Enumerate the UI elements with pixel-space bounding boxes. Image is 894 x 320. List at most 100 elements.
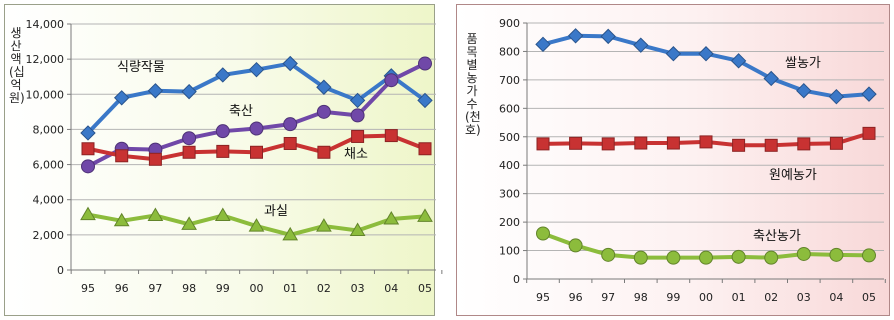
chart0-axes: 0 2,000 4,000 6,000 8,000 10,000 12,000 14,000 9… xyxy=(26,18,443,295)
chart0-x-tick-label: 96 xyxy=(115,282,129,295)
chart1-y-tick-label: 600 xyxy=(499,102,520,115)
chart1-data-point xyxy=(699,135,713,149)
chart0-y-tick-label: 14,000 xyxy=(26,18,65,31)
chart0-data-point xyxy=(248,218,265,232)
chart0-data-point xyxy=(283,136,297,150)
chart0-data-point xyxy=(349,222,366,236)
chart0-data-point xyxy=(351,129,365,143)
chart1-y-tick-label: 700 xyxy=(499,74,520,87)
chart1-x-tick-label: 03 xyxy=(797,291,811,304)
chart0-data-point xyxy=(317,145,331,159)
chart0-data-point xyxy=(282,226,299,241)
left-y-axis-label: 생산액(십억원) xyxy=(9,26,25,105)
chart0-series-label: 채소 xyxy=(344,147,368,162)
chart1-y-tick-label: 400 xyxy=(499,159,520,172)
chart1-data-point xyxy=(732,138,746,152)
chart0-data-point xyxy=(80,125,96,141)
chart0-x-tick-label: 05 xyxy=(418,282,432,295)
chart0-data-point xyxy=(282,55,298,72)
chart1-data-point xyxy=(666,250,681,265)
chart0-data-point xyxy=(216,144,230,158)
chart1-y-tick-label: 500 xyxy=(499,131,520,144)
chart1-data-point xyxy=(699,250,713,265)
chart1-data-point xyxy=(796,246,811,261)
chart0-y-tick-label: 2,000 xyxy=(33,229,65,242)
chart0-data-point xyxy=(147,83,164,99)
chart1-data-point xyxy=(601,247,616,262)
chart0-data-point xyxy=(417,208,433,222)
chart1-x-tick-label: 97 xyxy=(601,291,615,304)
right-y-axis-label: 품목별 농가수(천호) xyxy=(465,32,481,137)
chart0-x-tick-label: 99 xyxy=(216,282,230,295)
chart1-data-point xyxy=(764,250,779,265)
chart1-data-point xyxy=(731,249,746,264)
chart1-data-point xyxy=(730,53,747,69)
chart0-data-point xyxy=(248,61,265,78)
chart0-series-label: 식량작물 xyxy=(117,60,165,75)
chart0-data-point xyxy=(384,73,399,88)
chart0-data-point xyxy=(215,67,231,83)
chart0-data-point xyxy=(215,124,230,139)
chart1-series-label: 축산농가 xyxy=(753,229,801,244)
chart0-data-point xyxy=(250,145,263,159)
chart0-data-point xyxy=(418,56,432,71)
chart0-data-point xyxy=(283,117,298,132)
chart0-data-point xyxy=(316,79,332,95)
chart0-data-point xyxy=(418,142,432,156)
chart0-series-3 xyxy=(80,206,433,241)
chart0-data-point xyxy=(113,90,130,106)
chart1-data-point xyxy=(569,136,583,150)
chart1-x-tick-label: 96 xyxy=(569,291,583,304)
chart0-y-tick-label: 12,000 xyxy=(26,53,65,66)
chart1-data-point xyxy=(797,137,811,151)
chart0-data-point xyxy=(113,212,130,227)
chart1-data-point xyxy=(634,136,648,150)
chart1-data-point xyxy=(861,86,877,102)
chart0-x-tick-label: 01 xyxy=(283,282,297,295)
chart0-data-point xyxy=(81,142,95,156)
chart1-x-tick-label: 98 xyxy=(634,291,648,304)
chart0-data-point xyxy=(349,92,366,109)
chart0-series-1 xyxy=(81,56,432,174)
chart1-series-0 xyxy=(535,28,877,105)
chart1-data-point xyxy=(829,136,843,150)
right-chart-panel: 품목별 농가수(천호) 0 100 200 300 400 500 600 700 800 900… xyxy=(456,4,890,316)
chart0-x-tick-label: 00 xyxy=(250,282,264,295)
chart1-series-label: 쌀농가 xyxy=(785,56,821,71)
chart1-y-tick-label: 200 xyxy=(499,216,520,229)
chart1-x-tick-label: 01 xyxy=(732,291,746,304)
chart0-x-tick-label: 98 xyxy=(182,282,196,295)
chart1-data-point xyxy=(828,88,845,105)
chart0-data-point xyxy=(147,207,164,222)
chart1-data-point xyxy=(536,137,550,151)
chart1-x-tick-label: 99 xyxy=(666,291,680,304)
chart1-data-point xyxy=(796,82,812,99)
chart1-series-label: 원예농가 xyxy=(769,168,817,183)
chart1-y-tick-label: 100 xyxy=(499,245,520,258)
chart1-data-point xyxy=(764,138,778,152)
chart0-data-point xyxy=(383,211,400,225)
chart0-x-tick-label: 04 xyxy=(384,282,398,295)
chart0-series-label: 축산 xyxy=(229,104,253,119)
chart0-data-point xyxy=(384,129,398,143)
chart0-x-tick-label: 03 xyxy=(351,282,365,295)
chart0-data-point xyxy=(182,145,196,159)
chart0-data-point xyxy=(181,83,197,100)
chart1-series-2 xyxy=(536,226,876,265)
chart1-x-tick-label: 95 xyxy=(536,291,550,304)
chart0-y-tick-label: 4,000 xyxy=(33,194,65,207)
chart1-data-point xyxy=(567,28,584,44)
chart1-x-tick-label: 02 xyxy=(764,291,778,304)
chart0-data-point xyxy=(148,152,162,166)
chart1-x-tick-label: 04 xyxy=(829,291,843,304)
chart1-y-tick-label: 800 xyxy=(499,45,520,58)
chart1-data-point xyxy=(862,248,876,263)
chart0-data-point xyxy=(80,206,96,221)
left-chart-panel: 생산액(십억원) 0 2,000 4,000 6,000 8,000 10,000 12,0… xyxy=(4,4,443,316)
chart0-x-tick-label: 97 xyxy=(148,282,162,295)
chart0-y-tick-label: 10,000 xyxy=(26,88,65,101)
chart0-data-point xyxy=(81,159,95,174)
chart0-data-point xyxy=(214,207,231,222)
chart1-data-point xyxy=(665,46,682,62)
